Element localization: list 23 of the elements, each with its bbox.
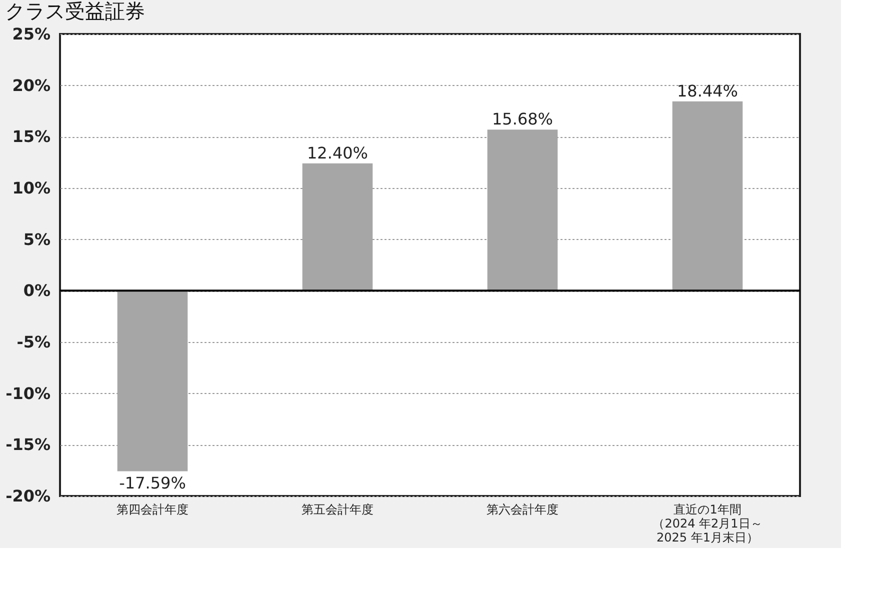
y-tick-label: 20% [12, 76, 50, 95]
y-tick-label: 0% [23, 281, 50, 300]
bar [487, 130, 558, 291]
x-tick-label: 第四会計年度 [116, 502, 188, 516]
y-tick-label: -20% [6, 486, 50, 506]
x-tick-label: 第六会計年度 [486, 502, 558, 516]
y-tick-label: 25% [12, 24, 50, 44]
y-tick-label: 10% [12, 178, 50, 198]
bar [302, 163, 373, 291]
chart-title: クラス受益証券 [5, 0, 146, 23]
y-tick-label: -15% [6, 435, 50, 454]
bar [117, 290, 188, 472]
y-tick-label: 5% [23, 230, 50, 249]
x-tick-label: 直近の1年間（2024 年2月1日～2025 年1月末日） [652, 502, 762, 544]
data-label: 12.40% [306, 143, 368, 162]
bar [672, 101, 743, 291]
y-tick-label: 15% [12, 127, 50, 146]
y-tick-label: -10% [6, 384, 50, 403]
data-label: 15.68% [492, 110, 554, 129]
data-label: -17.59% [119, 473, 186, 492]
data-label: 18.44% [676, 81, 738, 100]
y-tick-label: -5% [16, 332, 50, 352]
x-tick-label: 第五会計年度 [302, 502, 374, 516]
